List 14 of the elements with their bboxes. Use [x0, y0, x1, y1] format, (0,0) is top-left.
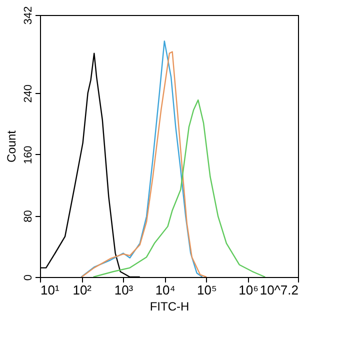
y-tick-label: 342: [22, 6, 34, 25]
x-tick-label: 10⁶: [238, 282, 258, 298]
y-axis-title: Count: [4, 130, 18, 163]
x-tick-label: 10²: [72, 282, 92, 298]
x-tick-label: 10^7.2: [260, 282, 298, 298]
x-axis-title: FITC-H: [150, 300, 190, 314]
x-tick-label: 10⁴: [155, 282, 176, 298]
y-tick-label: 160: [22, 146, 34, 164]
y-tick-label: 240: [22, 84, 34, 103]
x-tick-label: 10¹: [40, 282, 60, 298]
x-tick-label: 10³: [114, 282, 134, 298]
y-tick-label: 0: [22, 274, 34, 281]
y-tick-label: 80: [22, 210, 34, 222]
x-tick-label: 10⁵: [197, 282, 217, 298]
